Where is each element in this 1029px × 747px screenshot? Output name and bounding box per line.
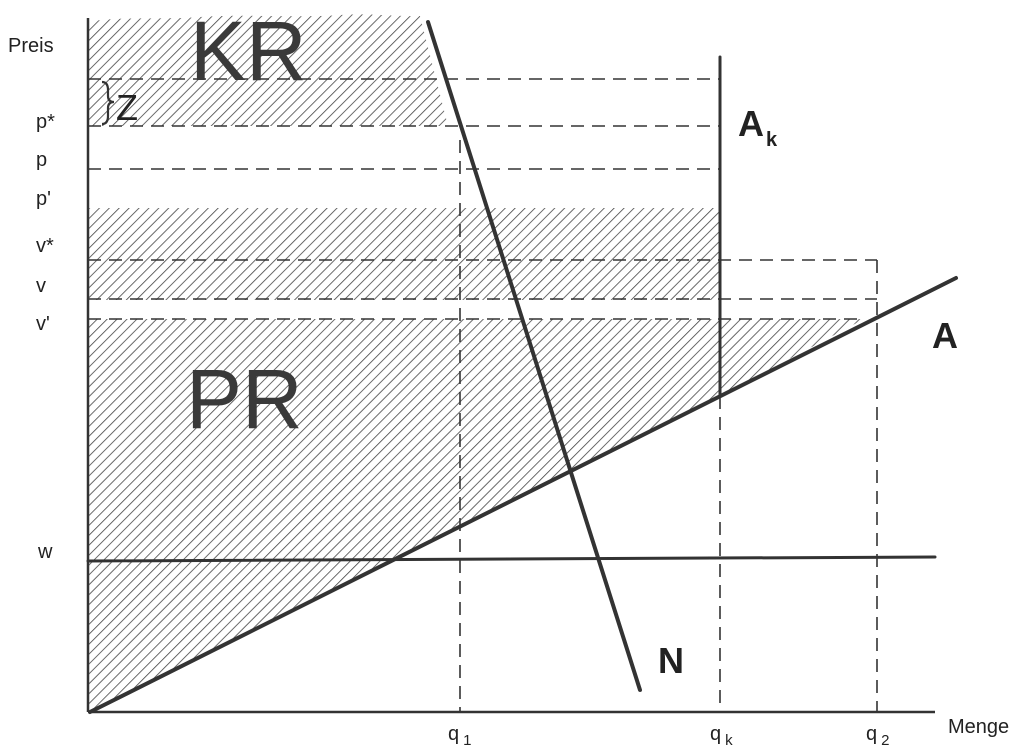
curves — [86, 20, 958, 714]
price-label-v-prime: v' — [36, 313, 50, 335]
region-label-kr: KR — [190, 4, 307, 98]
z-bracket — [101, 80, 115, 126]
price-label-v: v — [36, 275, 46, 297]
demand-curve-n — [426, 20, 642, 692]
x-axis-label: Menge — [948, 716, 1009, 738]
axes — [86, 18, 935, 714]
price-label-v-star: v* — [36, 235, 54, 257]
price-label-w: w — [37, 541, 53, 563]
region-labels: KR PR Z — [116, 4, 307, 446]
curve-label-a: A — [932, 315, 958, 356]
producer-rent-hatch-upper — [88, 208, 720, 300]
price-label-p: p — [36, 149, 47, 171]
region-label-z: Z — [116, 87, 138, 128]
wage-line-w — [86, 555, 937, 563]
price-label-p-prime: p' — [36, 188, 51, 210]
curve-label-n: N — [658, 640, 684, 681]
supply-curve-a — [88, 276, 958, 714]
region-label-pr: PR — [186, 352, 303, 446]
consumer-rent-hatch — [88, 14, 448, 126]
price-label-p-star: p* — [36, 111, 55, 133]
price-labels: Preis p* p p' v* v v' w — [8, 35, 55, 563]
dashed-guides — [88, 78, 878, 712]
y-axis-label: Preis — [8, 35, 54, 57]
